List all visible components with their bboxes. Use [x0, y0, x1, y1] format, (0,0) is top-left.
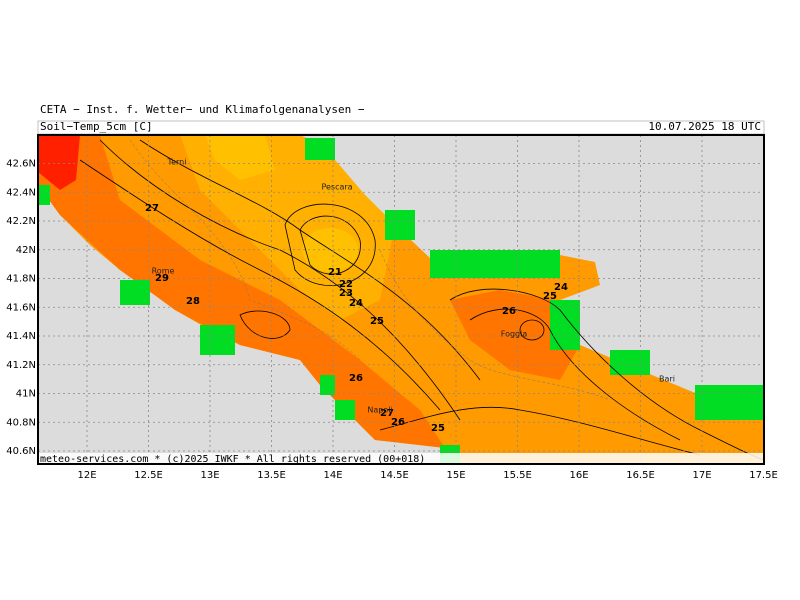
- lat-tick-label: 41.6N: [6, 302, 36, 313]
- contour-label: 26: [502, 306, 516, 317]
- lat-tick-label: 41N: [16, 389, 36, 400]
- footer: meteo-services.com * (c)2025 IWKF * All …: [40, 454, 425, 465]
- contour-label: 27: [145, 203, 159, 214]
- contour-label: 25: [370, 316, 384, 327]
- lat-tick-label: 40.8N: [6, 417, 36, 428]
- isotherms: [79, 139, 765, 461]
- lat-tick-label: 42.4N: [6, 187, 36, 198]
- city-label: Bari: [659, 375, 675, 384]
- header-title: CETA − Inst. f. Wetter− und Klimafolgena…: [40, 103, 365, 116]
- lon-tick-label: 16.5E: [626, 470, 655, 481]
- graticule: [38, 135, 764, 464]
- lat-tick-label: 41.4N: [6, 331, 36, 342]
- map-frame: [37, 134, 765, 465]
- borders: [129, 139, 611, 401]
- contour-label: 24: [349, 298, 363, 309]
- contour-label: 25: [543, 291, 557, 302]
- hottest-zone: [38, 135, 80, 190]
- city-label: Rome: [152, 267, 175, 276]
- map-labels: 272928212223242526252426272625TerniPesca…: [145, 158, 675, 435]
- lat-tick-label: 42N: [16, 245, 36, 256]
- lat-tick-label: 41.2N: [6, 360, 36, 371]
- lat-tick-label: 41.8N: [6, 274, 36, 285]
- lon-tick-label: 14.5E: [380, 470, 409, 481]
- contour-label: 25: [431, 423, 445, 434]
- lon-tick-label: 15E: [446, 470, 465, 481]
- field-name: Soil−Temp_5cm [C]: [40, 120, 153, 133]
- contour-label: 27: [380, 408, 394, 419]
- land: [38, 135, 764, 464]
- contour-label: 23: [339, 288, 353, 299]
- hot-zone-east: [450, 290, 580, 380]
- footer-bg: [38, 453, 764, 464]
- lon-tick-label: 16E: [569, 470, 588, 481]
- city-label: Terni: [167, 158, 187, 167]
- contour-label: 24: [554, 282, 568, 293]
- lon-tick-label: 17.5E: [749, 470, 778, 481]
- city-label: Foggia: [501, 330, 528, 339]
- lon-tick-label: 15.5E: [503, 470, 532, 481]
- lon-tick-label: 17E: [692, 470, 711, 481]
- contour-label: 26: [391, 417, 405, 428]
- warm-zone-light: [180, 135, 395, 320]
- hot-zone: [38, 135, 445, 448]
- contour-label: 26: [349, 373, 363, 384]
- lon-tick-label: 14E: [323, 470, 342, 481]
- lon-tick-label: 12E: [77, 470, 96, 481]
- lat-tick-label: 42.6N: [6, 159, 36, 170]
- contour-label: 22: [339, 279, 353, 290]
- contour-label: 28: [186, 296, 200, 307]
- lat-tick-label: 42.2N: [6, 216, 36, 227]
- contour-label: 21: [328, 267, 342, 278]
- contour-label: 29: [155, 273, 169, 284]
- lon-tick-label: 12.5E: [134, 470, 163, 481]
- warm-zone-lighter: [205, 135, 275, 180]
- lat-tick-label: 40.6N: [6, 446, 36, 457]
- valid-time: 10.07.2025 18 UTC: [648, 120, 761, 133]
- city-label: Napoli: [367, 406, 392, 415]
- city-label: Pescara: [321, 183, 352, 192]
- map: 272928212223242526252426272625TerniPesca…: [37, 134, 765, 465]
- lon-tick-label: 13.5E: [257, 470, 286, 481]
- mixed-cells: [38, 138, 764, 464]
- lon-tick-label: 13E: [200, 470, 219, 481]
